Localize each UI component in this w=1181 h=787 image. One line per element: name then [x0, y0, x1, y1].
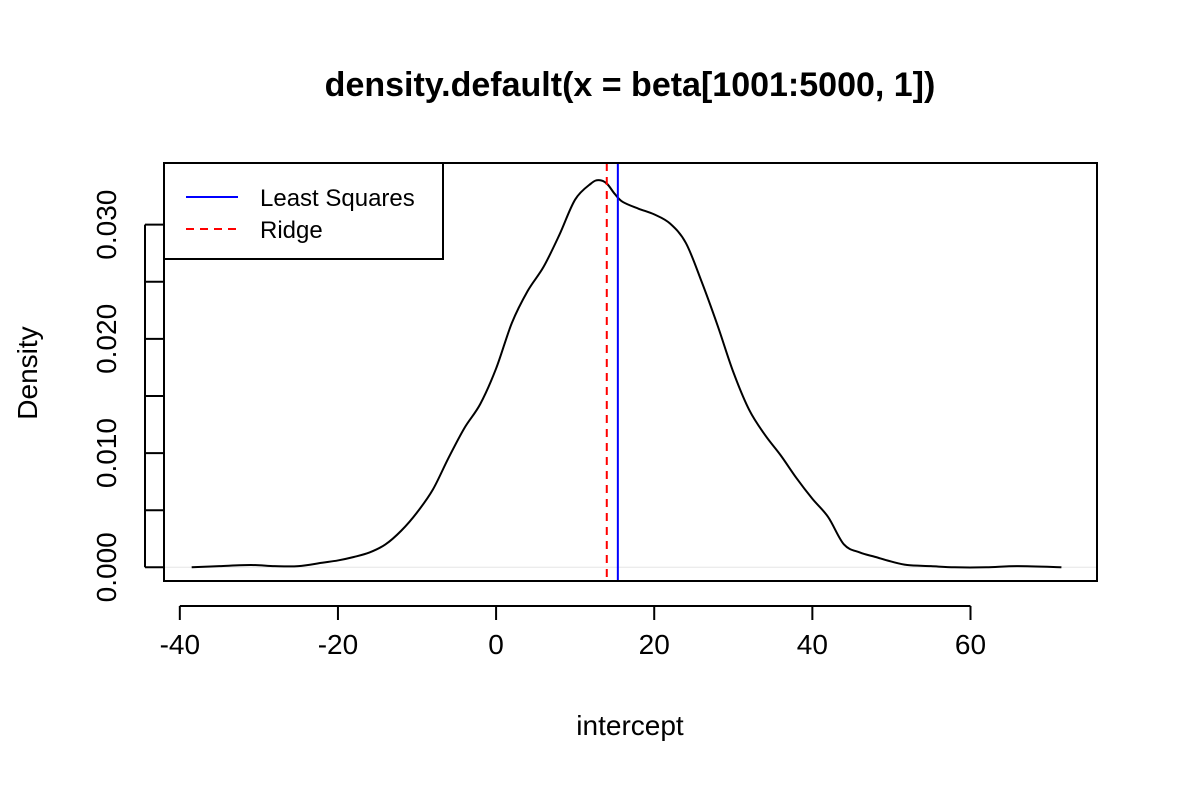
y-tick-label: 0.020 — [91, 304, 122, 374]
x-axis-label: intercept — [576, 710, 684, 741]
x-tick-label: 20 — [639, 629, 670, 660]
legend-label-ridge: Ridge — [260, 217, 323, 244]
legend-box — [163, 162, 444, 260]
x-tick-label: -40 — [160, 629, 200, 660]
x-tick-label: -20 — [318, 629, 358, 660]
x-axis: -40 -20 0 20 40 60 — [160, 605, 986, 660]
x-tick-label: 60 — [955, 629, 986, 660]
plot-layer — [191, 163, 1062, 581]
y-axis-label: Density — [12, 326, 43, 419]
legend: Least Squares Ridge — [163, 162, 444, 260]
y-tick-label: 0.000 — [91, 532, 122, 602]
y-tick-label: 0.010 — [91, 418, 122, 488]
legend-label-least-squares: Least Squares — [260, 185, 415, 212]
density-curve — [191, 179, 1062, 569]
y-tick-label: 0.030 — [91, 190, 122, 260]
y-axis: 0.000 0.010 0.020 0.030 — [91, 190, 164, 602]
chart-title: density.default(x = beta[1001:5000, 1]) — [325, 66, 936, 104]
x-tick-label: 0 — [488, 629, 504, 660]
x-tick-label: 40 — [797, 629, 828, 660]
plot-frame — [163, 162, 1098, 582]
